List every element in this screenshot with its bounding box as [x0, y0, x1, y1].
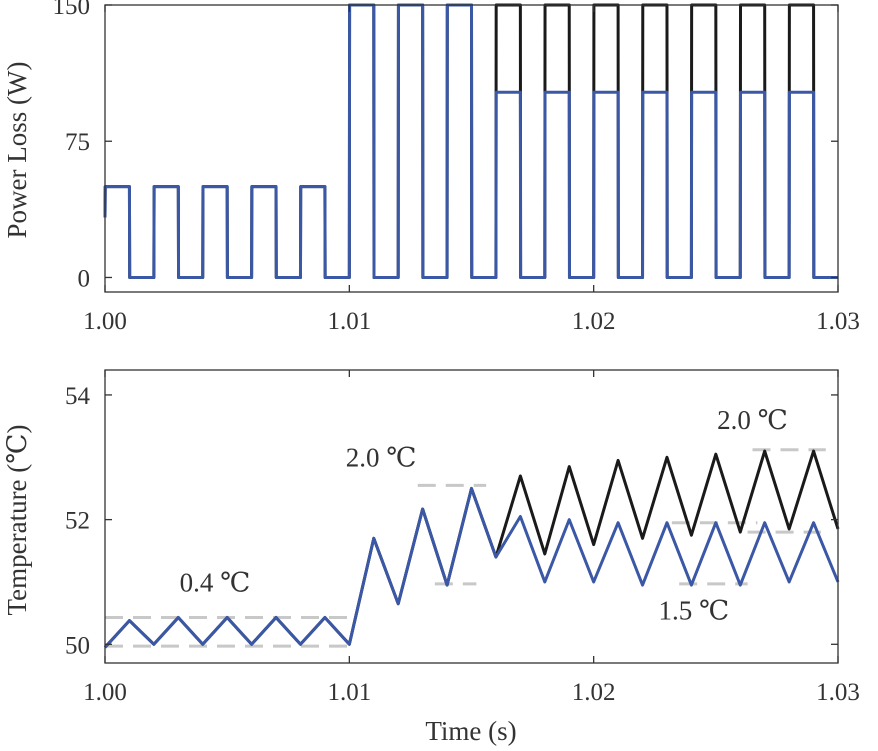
series-line-2 — [103, 3, 838, 279]
y-axis-label: Power Loss (W) — [2, 62, 32, 239]
plot-frame — [104, 369, 839, 664]
x-tick-label: 1.02 — [572, 308, 616, 335]
x-tick-label: 1.00 — [83, 308, 127, 335]
delta-annotation: 2.0 ℃ — [717, 405, 788, 435]
power-loss-panel: 1.00 1.01 1.02 1.03 0 75 150 Power Loss (W) — [2, 0, 860, 335]
x-axis-label: Time (s) — [425, 716, 516, 746]
y-tick-label: 75 — [65, 129, 90, 156]
plot-frame — [104, 4, 839, 293]
x-tick-label: 1.01 — [327, 679, 371, 706]
x-tick-label: 1.03 — [816, 308, 860, 335]
temperature-panel: 1.00 1.01 1.02 1.03 50 52 54 0.4 ℃ 2.0 ℃ 2.0 ℃ 1… — [2, 369, 860, 746]
y-tick-label: 54 — [65, 383, 91, 410]
x-tick-label: 1.01 — [327, 308, 371, 335]
y-tick-label: 0 — [78, 265, 91, 292]
y-tick-label: 52 — [65, 508, 90, 535]
x-tick-label: 1.00 — [83, 679, 127, 706]
delta-annotation: 0.4 ℃ — [180, 567, 251, 597]
y-tick-label: 150 — [53, 0, 91, 20]
y-tick-label: 50 — [65, 632, 90, 659]
delta-annotation: 1.5 ℃ — [658, 595, 729, 625]
delta-annotation: 2.0 ℃ — [346, 443, 417, 473]
y-axis-label: Temperature (℃) — [2, 425, 32, 616]
x-tick-label: 1.02 — [572, 679, 616, 706]
x-tick-label: 1.03 — [816, 679, 860, 706]
series-line-2 — [103, 486, 840, 649]
